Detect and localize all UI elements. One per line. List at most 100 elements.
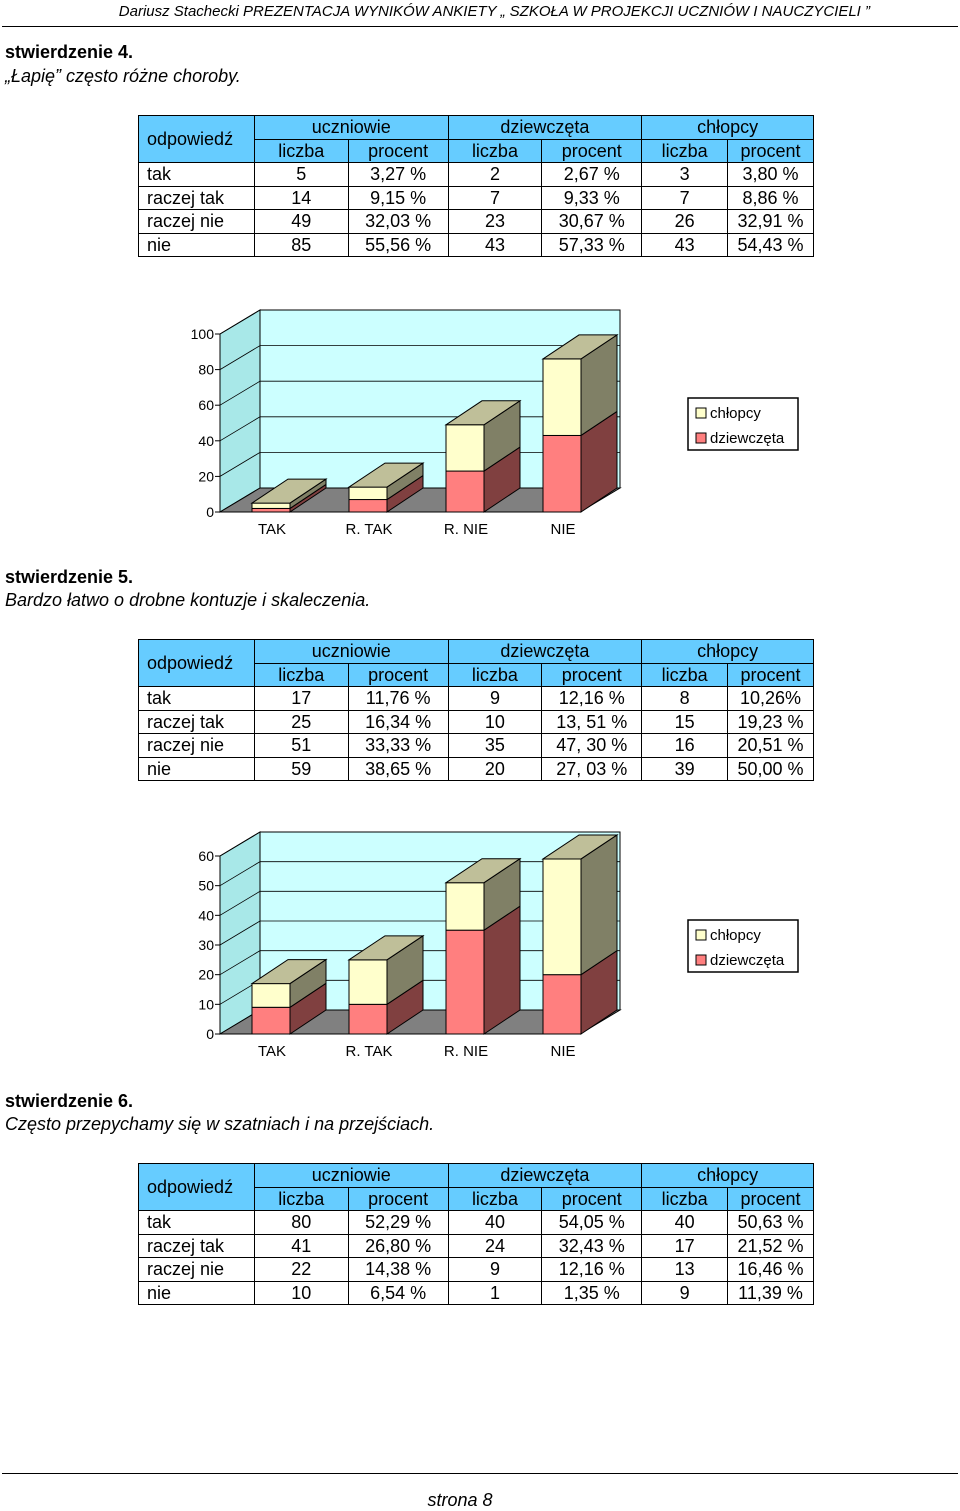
table-cell: 9	[641, 1280, 729, 1305]
table-cell: 52,29 %	[347, 1210, 449, 1235]
table-cell: nie	[138, 232, 255, 257]
table-cell: nie	[138, 1280, 255, 1305]
table-cell: 32,91 %	[727, 209, 814, 234]
table-cell: 16,46 %	[727, 1257, 814, 1282]
table-cell: 9	[447, 1257, 543, 1282]
table-cell: raczej nie	[138, 733, 255, 758]
table-row: raczej nie 51 33,33 % 35 47, 30 % 16 20,51 %	[138, 733, 814, 758]
table-cell: 22	[253, 1257, 349, 1282]
table-cell: 19,23 %	[727, 709, 814, 734]
header-group: uczniowie	[253, 115, 449, 140]
table-row: tak 80 52,29 % 40 54,05 % 40 50,63 %	[138, 1210, 814, 1235]
statement-6-text: Często przepychamy się w szatniach i na …	[5, 1114, 435, 1134]
header-group: chłopcy	[641, 639, 814, 664]
bar-segment-dziewczęta	[542, 434, 582, 513]
chart-y-tick-label: 40	[198, 907, 214, 923]
table-cell: 3,80 %	[727, 162, 814, 187]
table-cell: nie	[138, 756, 255, 781]
table-cell: 5	[253, 162, 349, 187]
chart-svg: 0 20 40 60 80 100 TAK R. TAK R. NIE NIE chłopcy dzi…	[191, 309, 799, 538]
chart-x-tick-label: R. TAK	[346, 521, 393, 538]
table-cell: 14	[253, 185, 349, 210]
header-group: dziewczęta	[447, 115, 643, 140]
table-cell: 85	[253, 232, 349, 257]
chart-x-tick-label: R. NIE	[444, 521, 488, 538]
table-cell: 16	[641, 733, 729, 758]
table-cell: 25	[253, 709, 349, 734]
bar-top	[250, 478, 328, 504]
table-row: nie 10 6,54 % 1 1,35 % 9 11,39 %	[138, 1280, 814, 1305]
header-percent: procent	[727, 1186, 814, 1211]
table-cell: 41	[253, 1233, 349, 1258]
legend-label: chłopcy	[710, 927, 761, 944]
table-row: raczej tak 41 26,80 % 24 32,43 % 17 21,52 %	[138, 1233, 814, 1258]
legend-swatch	[695, 929, 707, 941]
legend-label: dziewczęta	[710, 430, 785, 447]
chart-y-tick-label: 60	[198, 848, 214, 864]
table-cell: 38,65 %	[347, 756, 449, 781]
chart-y-tick-label: 0	[206, 504, 214, 520]
table-cell: 32,03 %	[347, 209, 449, 234]
bar-top	[444, 858, 522, 884]
header-answer: odpowiedź	[138, 115, 255, 163]
table-cell: 49	[253, 209, 349, 234]
table-row: tak 5 3,27 % 2 2,67 % 3 3,80 %	[138, 162, 814, 187]
chart-y-tick-label: 0	[206, 1026, 214, 1042]
bar-segment-dziewczęta	[348, 499, 388, 513]
table-cell: 26	[641, 209, 729, 234]
bar-top	[541, 334, 619, 360]
table-subheader-row: liczba procent liczba procent liczba procent	[139, 1186, 814, 1211]
chart-y-tick-label: 20	[198, 967, 214, 983]
table-cell: tak	[138, 1210, 255, 1235]
legend-swatch	[695, 407, 707, 419]
header-count: liczba	[253, 138, 349, 163]
table-cell: 13	[641, 1257, 729, 1282]
header-count: liczba	[447, 1186, 543, 1211]
table-subheader-row: liczba procent liczba procent liczba procent	[139, 138, 814, 163]
header-percent: procent	[541, 662, 643, 687]
table-cell: 47, 30 %	[541, 733, 643, 758]
chart-y-tick-label: 60	[198, 397, 214, 413]
statement-5-chart: 0 10 20 30 40 50 60 TAK R. TAK R. NIE NIE chłopcy dz…	[180, 822, 820, 1072]
header-answer: odpowiedź	[138, 1163, 255, 1211]
header-percent: procent	[541, 1186, 643, 1211]
statement-5-title: stwierdzenie 5.	[5, 567, 134, 587]
table-header-row: odpowiedź uczniowie dziewczęta chłopcy	[138, 115, 814, 163]
table-cell: 35	[447, 733, 543, 758]
table-cell: 50,63 %	[727, 1210, 814, 1235]
header-answer: odpowiedź	[138, 639, 255, 687]
bar-segment-chłopcy	[348, 959, 388, 1005]
chart-legend	[687, 397, 799, 451]
table-row: nie 59 38,65 % 20 27, 03 % 39 50,00 %	[138, 756, 814, 781]
header-percent: procent	[347, 1186, 449, 1211]
header-count: liczba	[447, 662, 543, 687]
table-cell: 1	[447, 1280, 543, 1305]
chart-gridline	[219, 831, 620, 857]
header-count: liczba	[641, 1186, 729, 1211]
chart-gridline	[219, 380, 620, 406]
table-cell: 10	[253, 1280, 349, 1305]
table-cell: 21,52 %	[727, 1233, 814, 1258]
statement-6-table: odpowiedź uczniowie dziewczęta chłopcy liczb…	[138, 1163, 814, 1305]
chart-y-tick-label: 50	[198, 878, 214, 894]
bar-top	[250, 959, 328, 985]
chart-gridline	[219, 345, 620, 370]
table-cell: 6,54 %	[347, 1280, 449, 1305]
table-row: raczej tak 25 16,34 % 10 13, 51 % 15 19,23 %	[138, 709, 814, 734]
bar-segment-dziewczęta	[348, 1003, 388, 1035]
bar-segment-chłopcy	[445, 424, 485, 472]
statement-4-chart: 0 20 40 60 80 100 TAK R. TAK R. NIE NIE chłopcy dzi…	[180, 300, 820, 550]
table-cell: 11,39 %	[727, 1280, 814, 1305]
header-group: uczniowie	[253, 639, 449, 664]
header-text: Dariusz Stachecki PREZENTACJA WYNIKÓW AN…	[118, 3, 870, 20]
statement-4-table: odpowiedź uczniowie dziewczęta chłopcy liczb…	[138, 115, 814, 257]
table-cell: 20	[447, 756, 543, 781]
table-cell: raczej nie	[138, 209, 255, 234]
chart-x-tick-label: NIE	[550, 521, 575, 538]
table-cell: 8	[641, 686, 729, 711]
header-percent: procent	[727, 138, 814, 163]
header-group: chłopcy	[641, 115, 814, 140]
header-divider	[2, 26, 958, 27]
table-cell: raczej tak	[138, 1233, 255, 1258]
chart-gridline	[219, 309, 620, 335]
